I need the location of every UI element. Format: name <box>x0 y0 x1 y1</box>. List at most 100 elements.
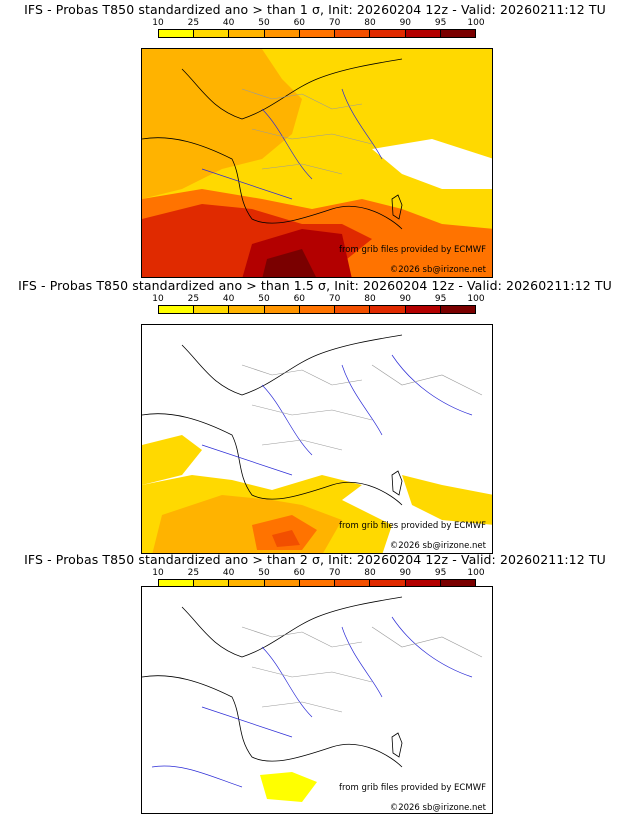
scale-ticks: 10 25 40 50 60 70 80 90 95 100 <box>152 18 484 28</box>
map-canvas <box>142 587 492 813</box>
scale-tick: 25 <box>187 568 200 578</box>
scale-tick: 90 <box>399 294 412 304</box>
coastline <box>142 675 403 768</box>
credit-copyright: ©2026 sb@irizone.net <box>389 541 486 551</box>
scale-swatch <box>194 306 230 313</box>
scale-swatch <box>370 306 406 313</box>
scale-ticks: 10 25 40 50 60 70 80 90 95 100 <box>152 568 484 578</box>
scale-bar <box>158 305 476 314</box>
coastline <box>181 58 403 120</box>
scale-tick: 50 <box>258 18 270 28</box>
scale-swatch <box>405 580 441 587</box>
region-borders <box>241 626 483 713</box>
prob-field-med-peak <box>272 530 300 547</box>
scale-tick: 95 <box>434 568 447 578</box>
scale-swatch <box>229 306 265 313</box>
scale-swatch <box>159 306 195 313</box>
region-borders <box>241 364 483 451</box>
scale-swatch <box>370 580 406 587</box>
scale-tick: 40 <box>222 18 235 28</box>
coastline <box>142 137 403 230</box>
scale-swatch <box>264 306 300 313</box>
prob-field-west <box>142 49 302 199</box>
prob-field-med-peak <box>262 249 316 277</box>
scale-swatch <box>159 30 195 37</box>
map-panel-1: IFS - Probas T850 standardized ano > tha… <box>0 0 630 278</box>
river-lines <box>201 354 473 476</box>
credit-copyright: ©2026 sb@irizone.net <box>389 265 486 275</box>
panel-title: IFS - Probas T850 standardized ano > tha… <box>18 278 612 293</box>
prob-field-alps-clear <box>372 139 492 189</box>
scale-tick: 100 <box>467 294 485 304</box>
scale-swatch <box>335 580 371 587</box>
map-panel-3: IFS - Probas T850 standardized ano > tha… <box>0 550 630 826</box>
river-lines <box>151 616 473 788</box>
map-panel-2: IFS - Probas T850 standardized ano > tha… <box>0 276 630 554</box>
panel-title: IFS - Probas T850 standardized ano > tha… <box>24 552 606 567</box>
prob-field-med-low <box>260 772 317 802</box>
scale-swatch <box>194 30 230 37</box>
scale-bar <box>158 29 476 38</box>
map-area: from grib files provided by ECMWF ©2026 … <box>141 586 493 814</box>
map-area: from grib files provided by ECMWF ©2026 … <box>141 48 493 278</box>
map-canvas <box>142 325 492 553</box>
scale-tick: 25 <box>187 294 200 304</box>
scale-tick: 70 <box>328 294 341 304</box>
credit-source: from grib files provided by ECMWF <box>339 245 486 255</box>
scale-swatch <box>264 30 300 37</box>
scale-ticks: 10 25 40 50 60 70 80 90 95 100 <box>152 294 484 304</box>
scale-swatch <box>194 580 230 587</box>
scale-swatch <box>405 306 441 313</box>
scale-tick: 70 <box>328 568 341 578</box>
map-canvas <box>142 49 492 277</box>
scale-tick: 50 <box>258 568 270 578</box>
scale-tick: 25 <box>187 18 200 28</box>
scale-swatch <box>440 306 475 313</box>
scale-tick: 60 <box>293 18 306 28</box>
corsica-outline <box>391 470 403 496</box>
credit-copyright: ©2026 sb@irizone.net <box>389 803 486 813</box>
color-scale: 10 25 40 50 60 70 80 90 95 100 <box>152 294 485 316</box>
prob-field-atlantic <box>142 435 202 485</box>
scale-tick: 10 <box>152 18 164 28</box>
coastline <box>181 596 403 658</box>
scale-tick: 60 <box>293 294 306 304</box>
scale-swatch <box>159 580 195 587</box>
river-lines <box>201 88 383 200</box>
corsica-outline <box>391 732 403 758</box>
scale-tick: 100 <box>467 568 485 578</box>
corsica-outline <box>391 194 403 220</box>
scale-tick: 70 <box>328 18 341 28</box>
scale-tick: 80 <box>364 568 376 578</box>
scale-swatch <box>440 580 475 587</box>
scale-swatch <box>229 30 265 37</box>
scale-swatch <box>264 580 300 587</box>
scale-swatch <box>335 306 371 313</box>
scale-tick: 90 <box>399 568 412 578</box>
scale-swatch <box>299 30 336 37</box>
panel-title: IFS - Probas T850 standardized ano > tha… <box>24 2 606 17</box>
scale-tick: 50 <box>258 294 270 304</box>
scale-tick: 60 <box>293 568 306 578</box>
scale-tick: 100 <box>467 18 485 28</box>
scale-tick: 10 <box>152 294 164 304</box>
scale-swatch <box>229 580 265 587</box>
scale-swatch <box>405 30 441 37</box>
scale-tick: 95 <box>434 294 447 304</box>
scale-swatch <box>370 30 406 37</box>
coastline <box>181 334 403 396</box>
scale-swatch <box>335 30 371 37</box>
scale-tick: 10 <box>152 568 164 578</box>
scale-tick: 40 <box>222 294 235 304</box>
scale-tick: 80 <box>364 18 376 28</box>
prob-field-none <box>142 587 492 813</box>
scale-tick: 40 <box>222 568 235 578</box>
scale-swatch <box>440 30 475 37</box>
scale-tick: 80 <box>364 294 376 304</box>
scale-tick: 90 <box>399 18 412 28</box>
region-borders <box>241 88 373 175</box>
scale-tick: 95 <box>434 18 447 28</box>
coastline <box>142 413 403 506</box>
credit-source: from grib files provided by ECMWF <box>339 521 486 531</box>
prob-field-italy <box>402 475 492 525</box>
